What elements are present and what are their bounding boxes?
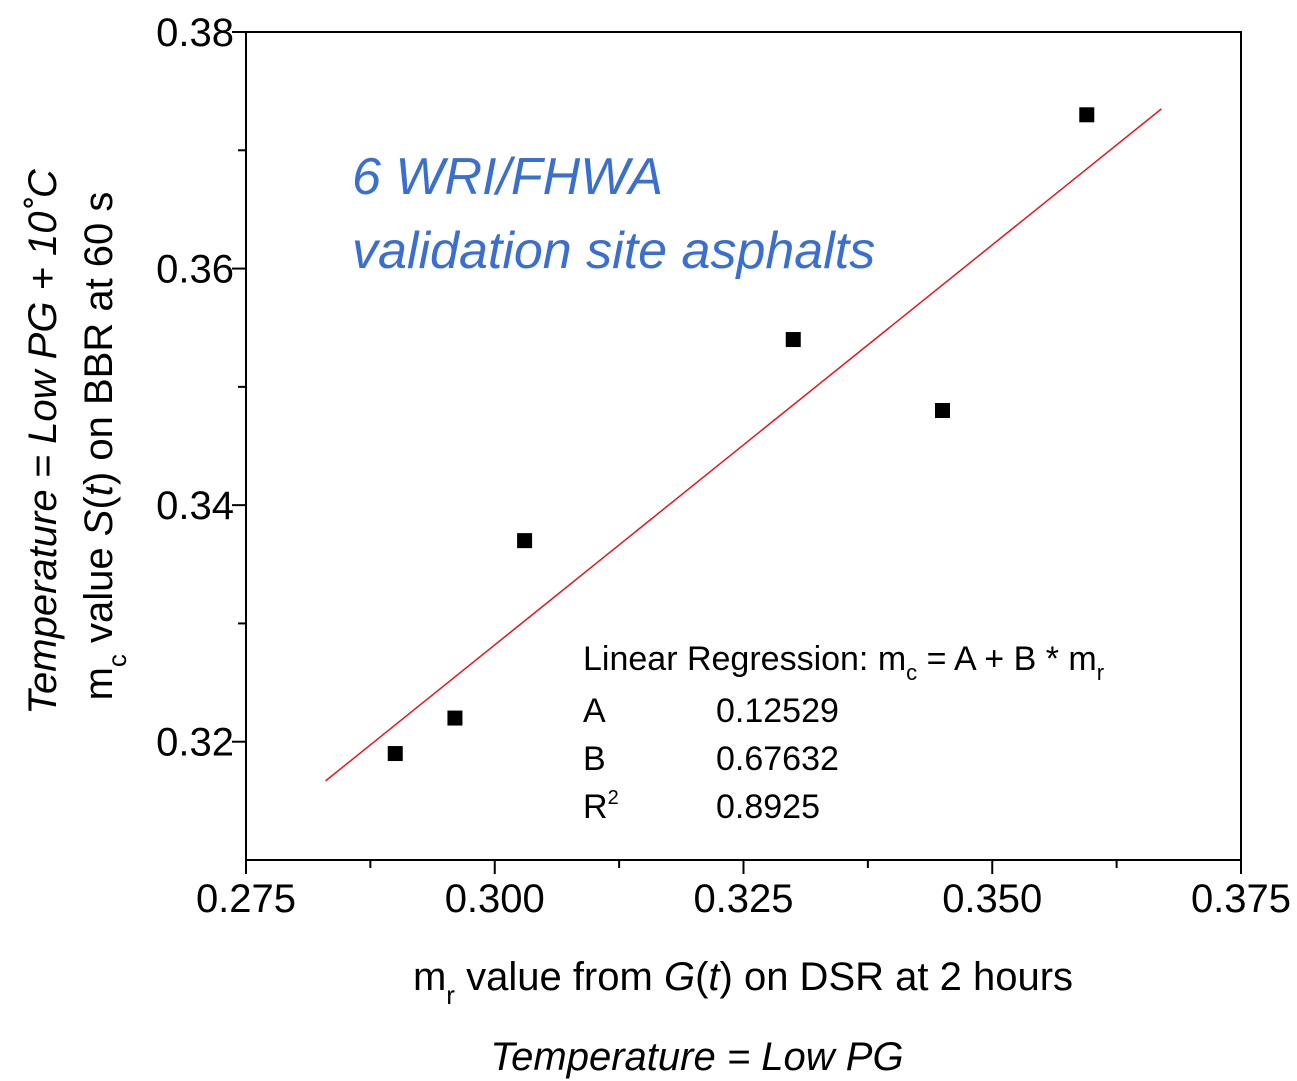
x-tick-label: 0.375 [1191, 877, 1291, 921]
data-point [785, 332, 801, 348]
fit-line-group [325, 108, 1162, 782]
x-tick-label: 0.350 [942, 877, 1042, 921]
fit-line [325, 108, 1162, 782]
data-point [517, 533, 533, 549]
y-tick-label: 0.38 [156, 11, 234, 55]
data-point [1079, 107, 1095, 123]
y-tick-label: 0.32 [156, 721, 234, 765]
y-tick-label: 0.36 [156, 248, 234, 292]
annotation-line-2: validation site asphalts [352, 222, 875, 280]
data-point [935, 403, 950, 419]
annotation-line-1: 6 WRI/FHWA [352, 148, 663, 206]
data-point [447, 710, 463, 726]
axis-ticks [232, 31, 1242, 874]
regression-row-value: 0.12529 [716, 692, 839, 730]
x-tick-label: 0.325 [693, 877, 793, 921]
regression-row-value: 0.67632 [716, 740, 839, 778]
data-points [387, 107, 1095, 762]
y-axis-subtitle: Temperature = Low PG + 10˚C [21, 168, 65, 715]
regression-row-label: R2 [583, 787, 619, 826]
regression-row-label: B [583, 740, 606, 778]
data-point [387, 746, 403, 762]
x-axis-title: mr value from G(t) on DSR at 2 hours [413, 955, 1073, 1010]
x-axis-subtitle: Temperature = Low PG [490, 1035, 903, 1079]
y-axis-title: mc value S(t) on BBR at 60 s [77, 192, 132, 701]
regression-row-label: A [583, 692, 606, 730]
axis-tick-labels: 0.275 0.300 0.325 0.350 0.375 0.32 0.34 0.36 0.3… [156, 11, 1291, 921]
regression-row-value: 0.8925 [716, 788, 820, 826]
y-tick-label: 0.34 [156, 484, 234, 528]
regression-rows: A 0.12529 B 0.67632 R2 0.8925 [583, 692, 839, 826]
x-tick-label: 0.275 [196, 877, 296, 921]
x-tick-label: 0.300 [445, 877, 545, 921]
regression-title: Linear Regression: mc = A + B * mr [583, 640, 1104, 685]
